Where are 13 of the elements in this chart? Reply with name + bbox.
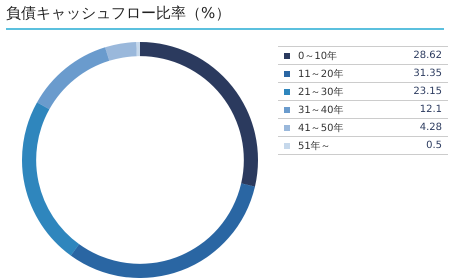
data-label: 23.15	[413, 86, 442, 97]
legend-label: 31～40年	[298, 104, 344, 116]
legend-label: 41～50年	[298, 122, 344, 134]
data-label: 12.1	[420, 104, 442, 115]
legend-label: 0～10年	[298, 50, 338, 62]
legend-label: 51年～	[298, 140, 332, 152]
data-label: 28.62	[413, 50, 442, 61]
legend-label: 11～20年	[298, 68, 344, 80]
data-label: 0.5	[426, 140, 442, 151]
data-label: 4.28	[420, 122, 442, 133]
data-label: 31.35	[413, 68, 442, 79]
legend-label: 21～30年	[298, 86, 344, 98]
chart-title: 負債キャッシュフロー比率（%）	[6, 4, 444, 30]
